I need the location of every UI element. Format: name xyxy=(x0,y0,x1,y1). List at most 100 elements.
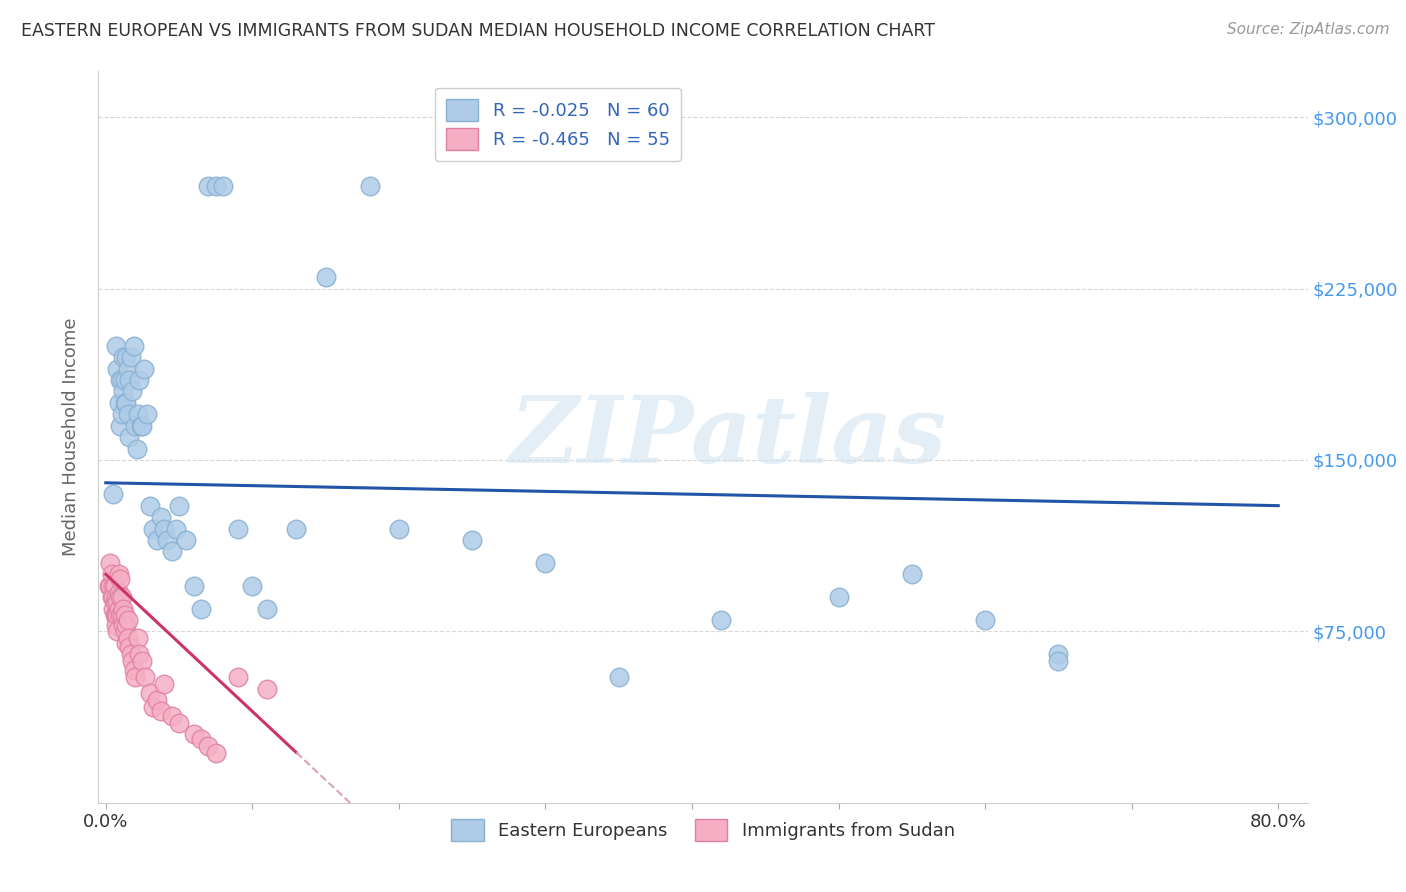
Point xyxy=(112,384,135,399)
Point xyxy=(98,556,121,570)
Point xyxy=(160,544,183,558)
Point xyxy=(534,556,557,570)
Point xyxy=(115,617,138,632)
Point xyxy=(359,178,381,193)
Point xyxy=(117,361,139,376)
Point xyxy=(134,670,156,684)
Point xyxy=(112,617,135,632)
Point xyxy=(461,533,484,547)
Point xyxy=(121,654,143,668)
Point xyxy=(127,407,149,421)
Y-axis label: Median Household Income: Median Household Income xyxy=(62,318,80,557)
Point xyxy=(204,178,226,193)
Point xyxy=(100,590,122,604)
Text: EASTERN EUROPEAN VS IMMIGRANTS FROM SUDAN MEDIAN HOUSEHOLD INCOME CORRELATION CH: EASTERN EUROPEAN VS IMMIGRANTS FROM SUDA… xyxy=(21,22,935,40)
Point xyxy=(124,418,146,433)
Point xyxy=(121,384,143,399)
Point xyxy=(97,579,120,593)
Point xyxy=(105,617,128,632)
Point xyxy=(167,499,190,513)
Point xyxy=(112,601,135,615)
Point xyxy=(122,338,145,352)
Point xyxy=(212,178,235,193)
Point xyxy=(118,640,141,655)
Point xyxy=(315,270,337,285)
Point xyxy=(710,613,733,627)
Point xyxy=(101,487,124,501)
Point xyxy=(129,418,152,433)
Point xyxy=(114,373,136,387)
Point xyxy=(146,533,169,547)
Point xyxy=(226,521,249,535)
Point xyxy=(115,350,138,364)
Point xyxy=(256,601,278,615)
Point xyxy=(117,613,139,627)
Point xyxy=(197,739,219,753)
Point xyxy=(190,731,212,746)
Point xyxy=(901,567,924,582)
Point xyxy=(138,686,160,700)
Point xyxy=(167,715,190,730)
Text: ZIPatlas: ZIPatlas xyxy=(509,392,946,482)
Point xyxy=(827,590,849,604)
Point xyxy=(131,654,153,668)
Point xyxy=(122,663,145,677)
Point xyxy=(150,510,173,524)
Point xyxy=(128,647,150,661)
Point xyxy=(111,407,134,421)
Point xyxy=(118,430,141,444)
Point xyxy=(110,373,132,387)
Point xyxy=(98,579,121,593)
Point xyxy=(114,396,136,410)
Point xyxy=(101,590,124,604)
Point xyxy=(150,705,173,719)
Point xyxy=(190,601,212,615)
Point xyxy=(100,567,122,582)
Point xyxy=(974,613,997,627)
Point xyxy=(128,373,150,387)
Point xyxy=(105,338,128,352)
Point xyxy=(107,624,129,639)
Point xyxy=(165,521,187,535)
Point xyxy=(108,567,131,582)
Point xyxy=(153,677,176,691)
Point xyxy=(153,521,176,535)
Point xyxy=(131,418,153,433)
Legend: Eastern Europeans, Immigrants from Sudan: Eastern Europeans, Immigrants from Sudan xyxy=(440,808,966,852)
Point xyxy=(105,590,128,604)
Point xyxy=(110,590,132,604)
Point xyxy=(607,670,630,684)
Point xyxy=(117,632,139,646)
Point xyxy=(183,727,205,741)
Point xyxy=(115,636,138,650)
Point xyxy=(111,373,134,387)
Point xyxy=(132,361,155,376)
Point xyxy=(115,396,138,410)
Point xyxy=(107,361,129,376)
Point xyxy=(120,350,142,364)
Point xyxy=(108,396,131,410)
Point xyxy=(240,579,263,593)
Point xyxy=(117,407,139,421)
Point xyxy=(111,608,134,623)
Point xyxy=(160,709,183,723)
Point xyxy=(138,499,160,513)
Point xyxy=(156,533,179,547)
Point xyxy=(127,632,149,646)
Point xyxy=(146,693,169,707)
Point xyxy=(118,373,141,387)
Point xyxy=(103,608,125,623)
Point xyxy=(108,585,131,599)
Point xyxy=(101,601,124,615)
Point xyxy=(388,521,411,535)
Point xyxy=(103,594,125,608)
Point xyxy=(226,670,249,684)
Point xyxy=(183,579,205,593)
Point xyxy=(142,699,165,714)
Point xyxy=(124,670,146,684)
Point xyxy=(1047,647,1070,661)
Point xyxy=(103,579,125,593)
Point xyxy=(135,407,157,421)
Point xyxy=(110,608,132,623)
Point xyxy=(1047,654,1070,668)
